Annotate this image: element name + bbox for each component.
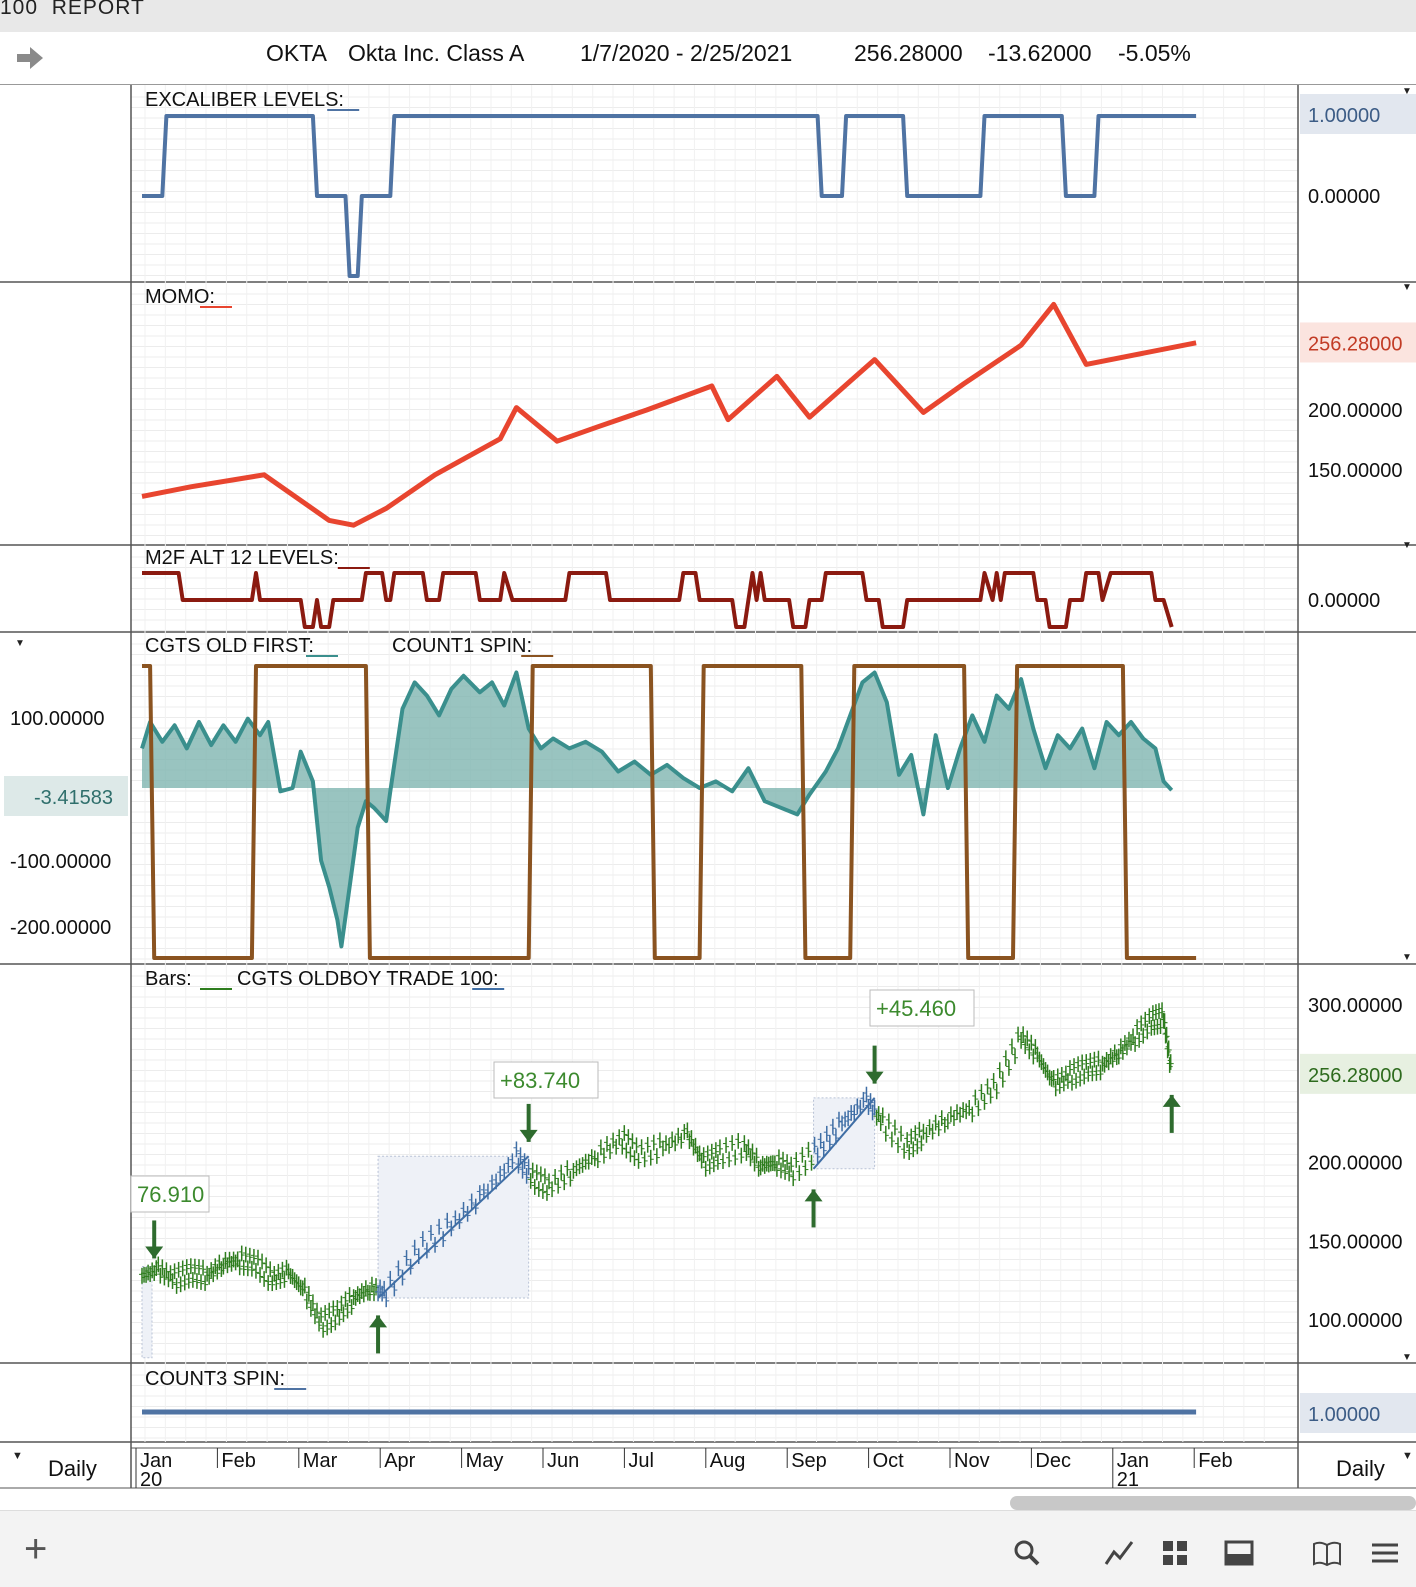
excaliber-value-box (1300, 94, 1416, 134)
cgts-line (140, 670, 1174, 949)
add-icon[interactable]: + (24, 1527, 48, 1571)
trade-range-box (141, 1265, 153, 1359)
month-label: Nov (954, 1450, 990, 1472)
trade-line (812, 1097, 876, 1170)
footer-toolbar: + (0, 1510, 1416, 1587)
month-label: Dec (1035, 1450, 1071, 1472)
cgts-upper-tick-label: 100.00000 (10, 708, 105, 730)
month-label: Apr (384, 1450, 415, 1472)
report-title: 100 REPORT (0, 0, 145, 19)
sell-arrow-icon-head (519, 1129, 538, 1142)
trade-annotation: +83.740 (500, 1068, 580, 1093)
buy-arrow-icon-head (1162, 1094, 1181, 1107)
month-label: Mar (303, 1450, 338, 1472)
top-strip: 100 REPORT (0, 0, 1416, 32)
month-label: Feb (1198, 1450, 1232, 1472)
trade-annotation-box (130, 1175, 210, 1213)
month-label: Jul (628, 1450, 654, 1472)
count1-line (142, 664, 1197, 960)
trade-legend: CGTS OLDBOY TRADE 100: (237, 968, 499, 990)
month-label: May (466, 1450, 504, 1472)
sell-arrow-icon-head (865, 1071, 884, 1084)
percent-change: -5.05% (1118, 40, 1191, 66)
forward-arrow-icon[interactable] (14, 42, 46, 74)
m2f-line (142, 571, 1174, 629)
year-label: 21 (1117, 1469, 1139, 1491)
period-label-right[interactable]: Daily (1336, 1456, 1385, 1481)
month-label: Jun (547, 1450, 579, 1472)
symbol-header: OKTA Okta Inc. Class A 1/7/2020 - 2/25/2… (0, 32, 1416, 85)
count3-value-box (1300, 1393, 1416, 1433)
bars-value-box (1300, 1053, 1416, 1094)
month-label: Aug (710, 1450, 746, 1472)
month-label: Sep (791, 1450, 827, 1472)
excaliber-line (142, 114, 1197, 278)
momo-line (141, 301, 1197, 528)
bars-tick-label: 200.00000 (1308, 1153, 1403, 1175)
m2f-tick-label: 0.00000 (1308, 590, 1380, 612)
chart-frame (0, 85, 1416, 1489)
period-dropdown-right-icon[interactable]: ▼ (1402, 1450, 1413, 1462)
buy-arrow-icon-head (804, 1189, 823, 1202)
month-label: Feb (221, 1450, 255, 1472)
excaliber-legend: EXCALIBER LEVELS: (145, 89, 344, 111)
momo-tick-label: 200.00000 (1308, 400, 1403, 422)
chart-panes: EXCALIBER LEVELS: 1.00000 0.00000 MOMO: 200.… (4, 89, 1416, 1433)
month-label: Jan (140, 1450, 172, 1472)
month-label: Jan (1117, 1450, 1149, 1472)
period-dropdown-icon[interactable]: ▼ (12, 1450, 23, 1462)
cgts-value-box (4, 776, 128, 816)
bars-value-label: 256.28000 (1308, 1065, 1403, 1087)
momo-tick-label: 150.00000 (1308, 460, 1403, 482)
m2f-legend: M2F ALT 12 LEVELS: (145, 547, 339, 569)
buy-arrow-icon-head (369, 1315, 388, 1328)
last-price: 256.28000 (854, 40, 963, 66)
pane-menu-icon: ▼ (15, 638, 25, 649)
momo-legend: MOMO: (145, 286, 215, 308)
bars-tick-label: 300.00000 (1308, 995, 1403, 1017)
book-icon[interactable] (1312, 1538, 1342, 1568)
excaliber-tick-label: 0.00000 (1308, 186, 1380, 208)
panel-icon[interactable] (1224, 1538, 1254, 1568)
sell-arrow-icon-head (145, 1246, 164, 1259)
count3-legend: COUNT3 SPIN: (145, 1368, 285, 1390)
momo-value-label: 256.28000 (1308, 333, 1403, 355)
bars-tick-label: 100.00000 (1308, 1310, 1403, 1332)
search-icon[interactable] (1012, 1538, 1042, 1568)
trade-annotation-box (493, 1061, 599, 1099)
bars-legend: Bars: (145, 968, 192, 990)
cgts-legend: CGTS OLD FIRST: (145, 635, 314, 657)
trade-annotation: 76.910 (137, 1182, 204, 1207)
excaliber-value-label: 1.00000 (1308, 105, 1380, 127)
time-axis: Jan Feb Mar Apr May Jun Jul Aug Sep Oct Nov Dec Jan F… (15, 86, 1412, 1491)
pane-menu-icon: ▼ (1402, 282, 1412, 293)
grid-icon[interactable] (1160, 1538, 1190, 1568)
month-label: Oct (873, 1450, 905, 1472)
count1-legend: COUNT1 SPIN: (392, 635, 532, 657)
pane-menu-icon: ▼ (1402, 540, 1412, 551)
company-name: Okta Inc. Class A (348, 40, 525, 66)
symbol-label: OKTA (266, 40, 327, 66)
cgts-tick-label: -100.00000 (10, 851, 111, 873)
year-label: 20 (140, 1469, 162, 1491)
cgts-value-label: -3.41583 (34, 787, 113, 809)
period-label-left[interactable]: Daily (48, 1456, 97, 1481)
count3-value-label: 1.00000 (1308, 1404, 1380, 1426)
momo-value-box (1300, 322, 1416, 363)
pane-menu-icon: ▼ (1402, 1352, 1412, 1363)
line-chart-icon[interactable] (1104, 1538, 1134, 1568)
pane-menu-icon: ▼ (1402, 86, 1412, 97)
date-range: 1/7/2020 - 2/25/2021 (580, 40, 793, 66)
trade-annotation: +45.460 (876, 996, 956, 1021)
trade-line (377, 1155, 530, 1299)
list-icon[interactable] (1370, 1538, 1400, 1568)
bars-tick-label: 150.00000 (1308, 1231, 1403, 1253)
cgts-tick-label: -200.00000 (10, 917, 111, 939)
pane-menu-icon: ▼ (1402, 952, 1412, 963)
trade-annotation-box (869, 989, 975, 1027)
price-change: -13.62000 (988, 40, 1092, 66)
horizontal-scrollbar[interactable] (1010, 1496, 1416, 1510)
